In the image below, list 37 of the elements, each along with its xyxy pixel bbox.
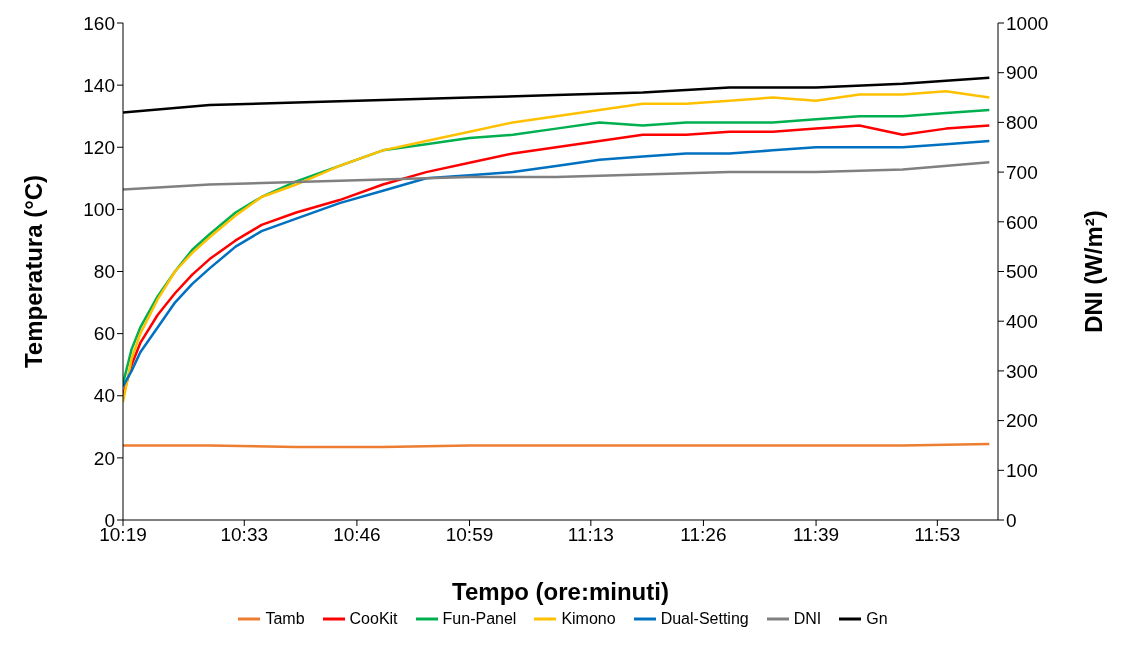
- legend-label: Dual-Setting: [660, 610, 749, 628]
- x-axis-title: Tempo (ore:minuti): [452, 578, 669, 605]
- legend-label: Kimono: [561, 610, 616, 628]
- y2-tick-label: 0: [1006, 509, 1017, 531]
- y2-tick-label: 900: [1006, 62, 1038, 84]
- x-tick-label: 11:13: [567, 524, 614, 546]
- legend-label: Gn: [866, 610, 888, 628]
- y2-tick-label: 800: [1006, 112, 1038, 134]
- y-axis-title: Temperatura (°C): [19, 174, 47, 369]
- x-tick-label: 10:33: [220, 524, 269, 546]
- y-tick-label: 160: [83, 12, 115, 34]
- line-series: [123, 160, 991, 191]
- y2-tick-label: 400: [1006, 310, 1038, 332]
- y-tick-label: 100: [83, 199, 115, 221]
- y2-axis-title: DNI (W/m²): [1079, 210, 1107, 333]
- y2-tick-label: 600: [1006, 211, 1038, 233]
- y2-tick-label: 300: [1006, 360, 1038, 382]
- x-tick-label: 11:39: [793, 524, 840, 546]
- x-tick-label: 10:59: [445, 524, 494, 546]
- y-tick-label: 80: [93, 261, 115, 283]
- y2-tick-label: 200: [1006, 410, 1038, 432]
- y-tick-label: 60: [93, 323, 115, 345]
- y-tick-label: 140: [83, 74, 115, 96]
- x-tick-label: 11:53: [914, 524, 961, 546]
- x-tick-label: 11:26: [680, 524, 727, 546]
- legend-label: Tamb: [265, 610, 305, 628]
- y2-tick-label: 100: [1006, 460, 1038, 482]
- legend-label: Fun-Panel: [442, 610, 517, 628]
- y-tick-label: 120: [83, 136, 115, 158]
- y-tick-label: 40: [93, 385, 115, 407]
- x-tick-label: 10:46: [333, 524, 381, 546]
- legend-label: CooKit: [349, 610, 398, 628]
- y2-tick-label: 700: [1006, 161, 1038, 183]
- y-tick-label: 20: [93, 447, 115, 469]
- legend-label: DNI: [793, 610, 822, 628]
- y2-tick-label: 500: [1006, 261, 1038, 283]
- y2-tick-label: 1000: [1006, 12, 1049, 34]
